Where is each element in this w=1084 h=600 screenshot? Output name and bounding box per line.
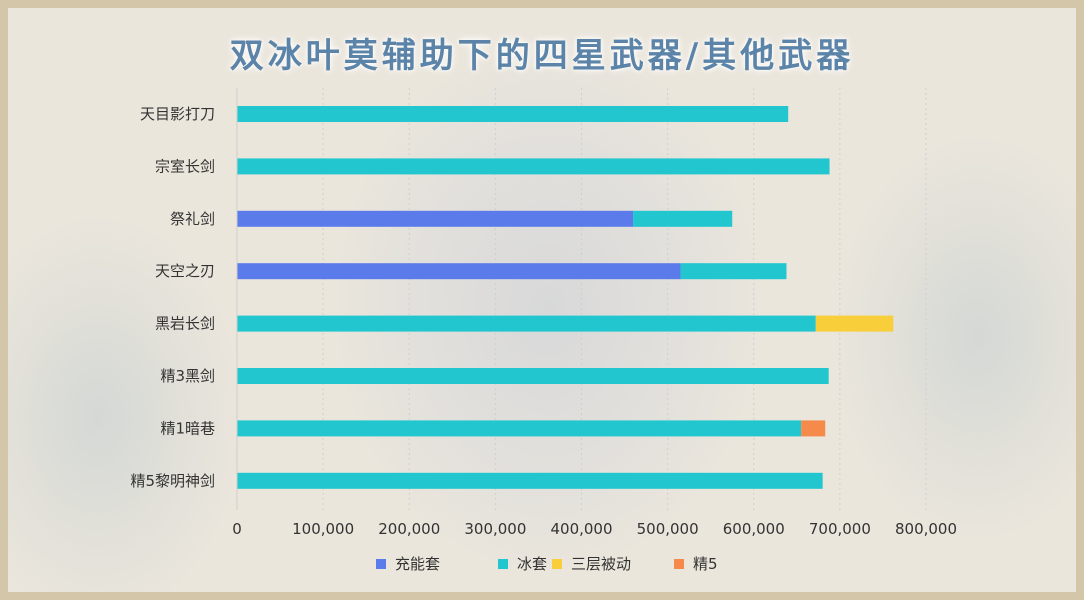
x-tick-label: 300,000 [464, 520, 526, 538]
bar-segment [237, 472, 823, 489]
bar-segment [680, 263, 787, 280]
x-tick-label: 400,000 [550, 520, 612, 538]
x-tick-label: 0 [232, 520, 242, 538]
legend-label: 三层被动 [571, 555, 631, 573]
category-label: 宗室长剑 [155, 157, 215, 175]
x-axis-tick-labels: 0 100,000 200,000 300,000 400,000 500,000 600,… [232, 520, 957, 538]
legend-swatch [376, 559, 386, 569]
grid-lines [322, 88, 927, 510]
bar-segment [237, 106, 789, 122]
category-label: 精5黎明神剑 [130, 472, 215, 490]
bar-segment [237, 368, 829, 384]
legend-swatch [552, 559, 562, 569]
legend-label: 充能套 [395, 555, 440, 573]
category-label: 精3黑剑 [160, 367, 215, 385]
bar-segment [237, 315, 816, 332]
x-tick-label: 700,000 [809, 520, 871, 538]
x-tick-label: 800,000 [895, 520, 957, 538]
bars [237, 106, 894, 489]
x-tick-label: 600,000 [723, 520, 785, 538]
category-label: 祭礼剑 [170, 210, 215, 228]
chart-title: 双冰叶莫辅助下的四星武器/其他武器 [229, 36, 855, 76]
x-tick-label: 200,000 [378, 520, 440, 538]
x-tick-label: 100,000 [292, 520, 354, 538]
bar-segment [633, 210, 733, 227]
legend: 充能套 冰套 三层被动 精5 [376, 555, 718, 573]
category-label: 黑岩长剑 [155, 315, 215, 333]
legend-swatch [498, 559, 508, 569]
bar-segment [237, 158, 830, 175]
category-label: 天空之刃 [155, 262, 215, 280]
category-label: 天目影打刀 [140, 105, 215, 123]
x-tick-label: 500,000 [637, 520, 699, 538]
bar-segment [237, 420, 802, 437]
legend-label: 冰套 [517, 555, 547, 573]
bar-segment [801, 420, 826, 437]
chart-frame: 双冰叶莫辅助下的四星武器/其他武器 天目影打刀宗室长剑祭礼剑天空之刃黑岩长剑精3… [8, 8, 1076, 592]
category-label: 精1暗巷 [160, 419, 215, 437]
bar-segment [815, 315, 894, 332]
bar-segment [237, 263, 681, 280]
legend-swatch [674, 559, 684, 569]
legend-label: 精5 [693, 555, 718, 573]
bar-segment [237, 210, 634, 227]
